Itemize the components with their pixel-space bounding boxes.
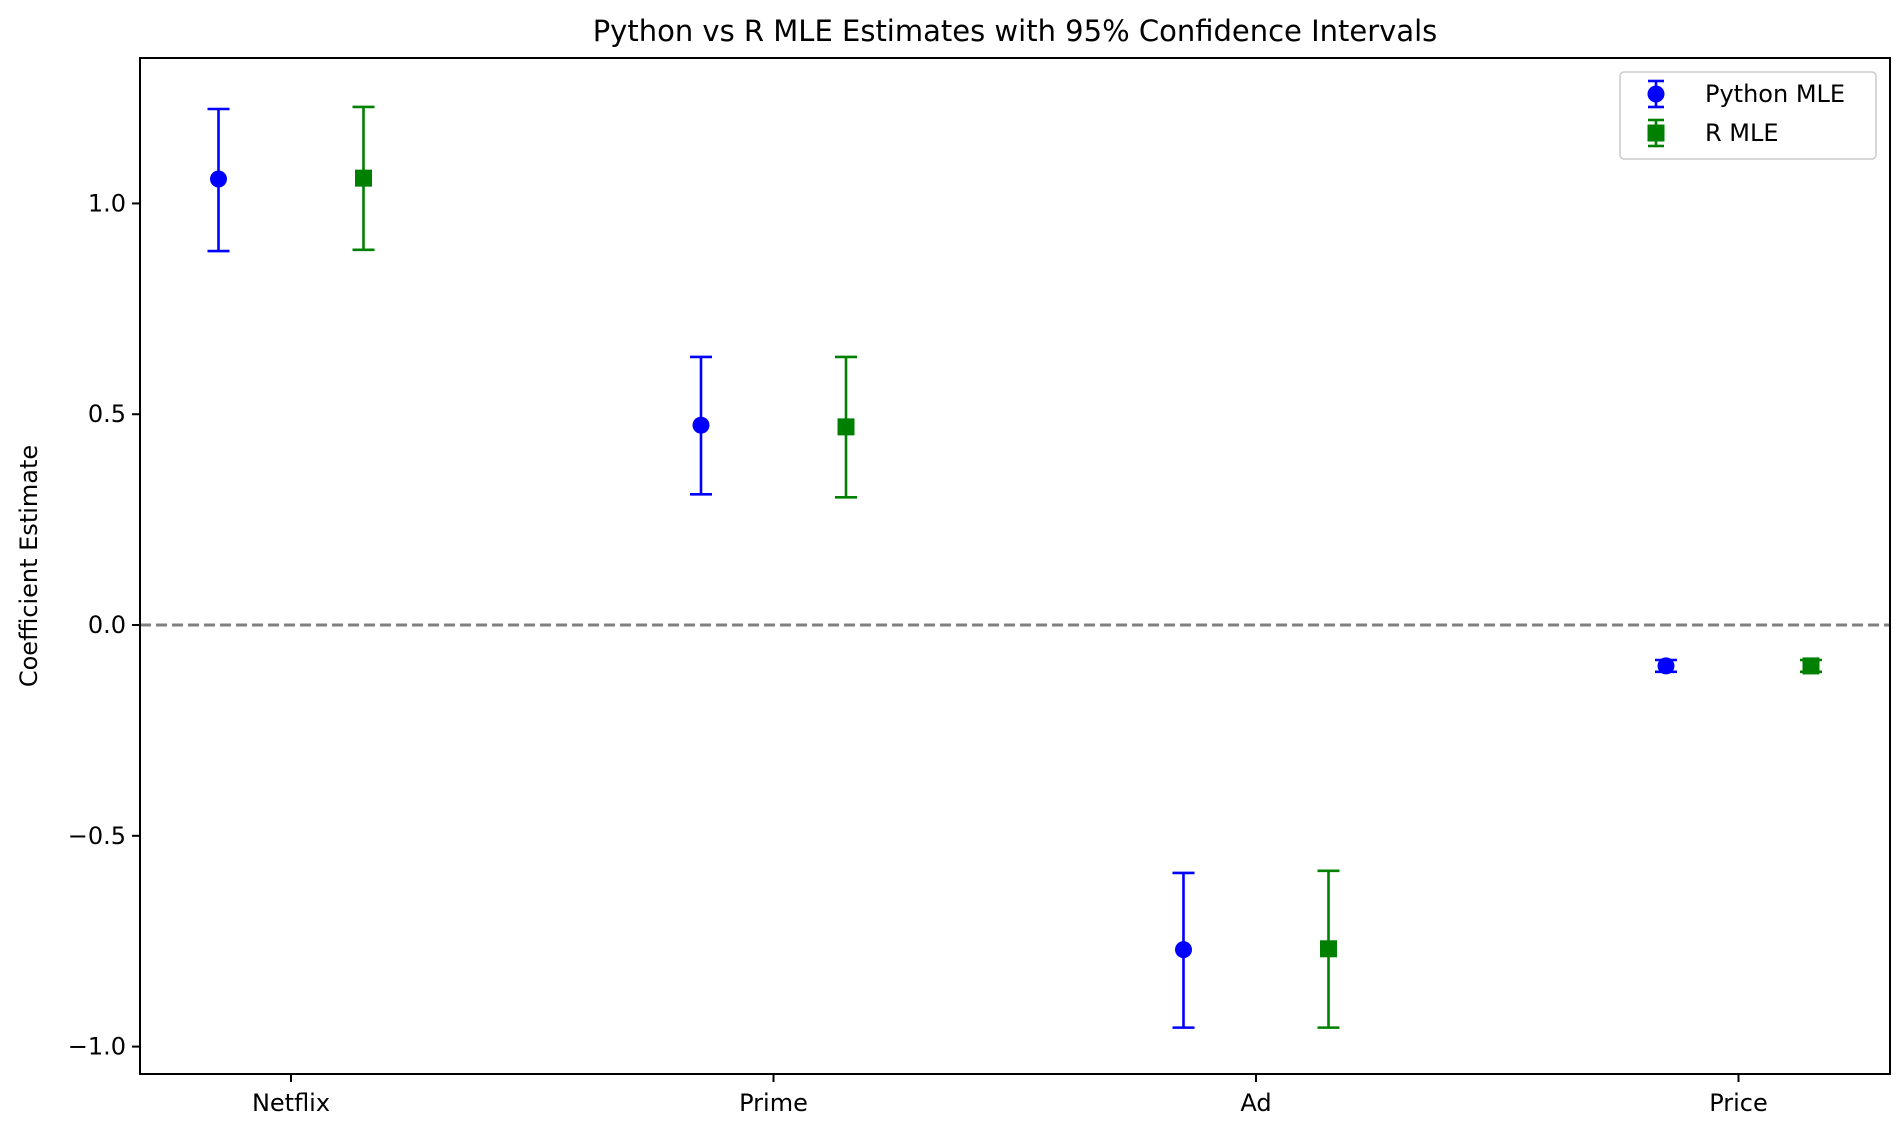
- chart-title: Python vs R MLE Estimates with 95% Confi…: [593, 14, 1438, 48]
- point-marker-ad: [1320, 940, 1337, 958]
- x-tick-label: Netflix: [252, 1089, 330, 1117]
- point-marker-netflix: [355, 169, 372, 187]
- y-tick-label: 0.5: [88, 400, 126, 428]
- x-tick-label: Prime: [739, 1089, 808, 1117]
- point-marker-prime: [692, 416, 710, 434]
- y-tick-label: −0.5: [68, 822, 126, 850]
- legend: Python MLE R MLE: [1619, 71, 1877, 160]
- legend-label: Python MLE: [1705, 80, 1845, 108]
- axes-layer: 1.0 0.5 0.0 −0.5 −1.0 Netflix Prime Ad Price: [68, 57, 1891, 1117]
- point-marker-price: [1802, 657, 1820, 675]
- legend-box: [1619, 71, 1877, 160]
- x-tick-label: Price: [1709, 1089, 1768, 1117]
- series-r-mle: [352, 105, 1822, 1029]
- y-tick-label: −1.0: [68, 1033, 126, 1061]
- legend-marker-circle: [1647, 85, 1665, 103]
- plot-frame: [139, 57, 1891, 1075]
- y-axis-label: Coefficient Estimate: [15, 445, 43, 687]
- point-marker-prime: [837, 418, 855, 436]
- series-python-mle: [207, 107, 1677, 1029]
- legend-marker-square: [1647, 124, 1665, 142]
- data-marks-layer: [207, 105, 1822, 1029]
- point-marker-price: [1657, 657, 1675, 675]
- legend-label: R MLE: [1705, 119, 1779, 147]
- y-tick-label: 1.0: [88, 189, 126, 217]
- point-marker-ad: [1175, 941, 1192, 959]
- legend-item: R MLE: [1647, 118, 1779, 148]
- point-marker-netflix: [210, 170, 227, 188]
- y-tick-label: 0.0: [88, 611, 126, 639]
- x-tick-label: Ad: [1240, 1089, 1271, 1117]
- legend-item: Python MLE: [1647, 79, 1845, 109]
